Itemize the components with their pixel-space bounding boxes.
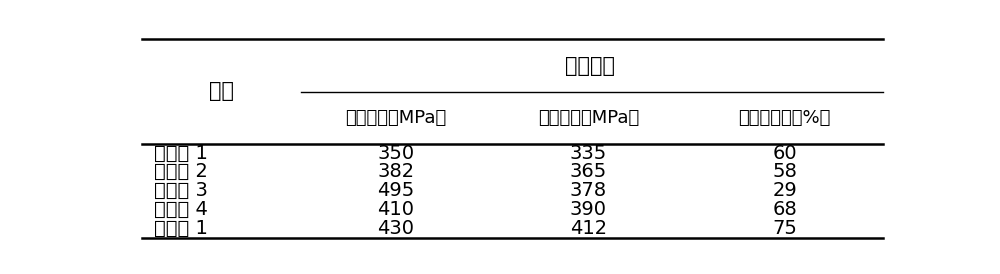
Text: 实施例 1: 实施例 1: [154, 219, 208, 238]
Text: 378: 378: [570, 181, 607, 200]
Text: 365: 365: [570, 162, 607, 181]
Text: 412: 412: [570, 219, 607, 238]
Text: 29: 29: [772, 181, 797, 200]
Text: 抗拉强度（MPa）: 抗拉强度（MPa）: [345, 109, 446, 127]
Text: 60: 60: [772, 144, 797, 162]
Text: 75: 75: [772, 219, 797, 238]
Text: 对比例 1: 对比例 1: [154, 144, 208, 162]
Text: 力学性能: 力学性能: [565, 56, 615, 76]
Text: 状态: 状态: [209, 81, 234, 101]
Text: 68: 68: [772, 200, 797, 219]
Text: 495: 495: [377, 181, 414, 200]
Text: 382: 382: [377, 162, 414, 181]
Text: 对比例 3: 对比例 3: [154, 181, 208, 200]
Text: 屈服强度（MPa）: 屈服强度（MPa）: [538, 109, 639, 127]
Text: 410: 410: [377, 200, 414, 219]
Text: 断后伸长率（%）: 断后伸长率（%）: [739, 109, 831, 127]
Text: 对比例 2: 对比例 2: [154, 162, 208, 181]
Text: 对比例 4: 对比例 4: [154, 200, 208, 219]
Text: 350: 350: [377, 144, 414, 162]
Text: 430: 430: [377, 219, 414, 238]
Text: 390: 390: [570, 200, 607, 219]
Text: 58: 58: [772, 162, 797, 181]
Text: 335: 335: [570, 144, 607, 162]
